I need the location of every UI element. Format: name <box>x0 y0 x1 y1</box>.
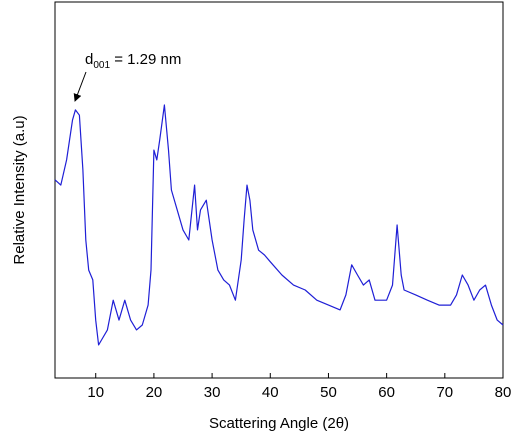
x-tick-label: 30 <box>204 384 221 401</box>
x-tick-label: 60 <box>378 384 395 401</box>
x-axis-label: Scattering Angle (2θ) <box>209 415 349 432</box>
annotation-rest: = 1.29 nm <box>110 51 181 68</box>
x-tick-label: 80 <box>495 384 512 401</box>
annotation: d001 = 1.29 nm <box>85 51 181 71</box>
y-axis-label: Relative Intensity (a.u) <box>11 115 28 264</box>
annotation-text: d <box>85 51 93 68</box>
x-tick-label: 20 <box>146 384 163 401</box>
data-line <box>54 104 504 346</box>
annotation-subscript: 001 <box>93 60 110 71</box>
x-tick-label: 10 <box>87 384 104 401</box>
x-tick-label: 40 <box>262 384 279 401</box>
x-tick-label: 50 <box>320 384 337 401</box>
annotation-arrow <box>73 71 87 102</box>
x-tick-label: 70 <box>436 384 453 401</box>
plot-frame <box>54 1 504 379</box>
